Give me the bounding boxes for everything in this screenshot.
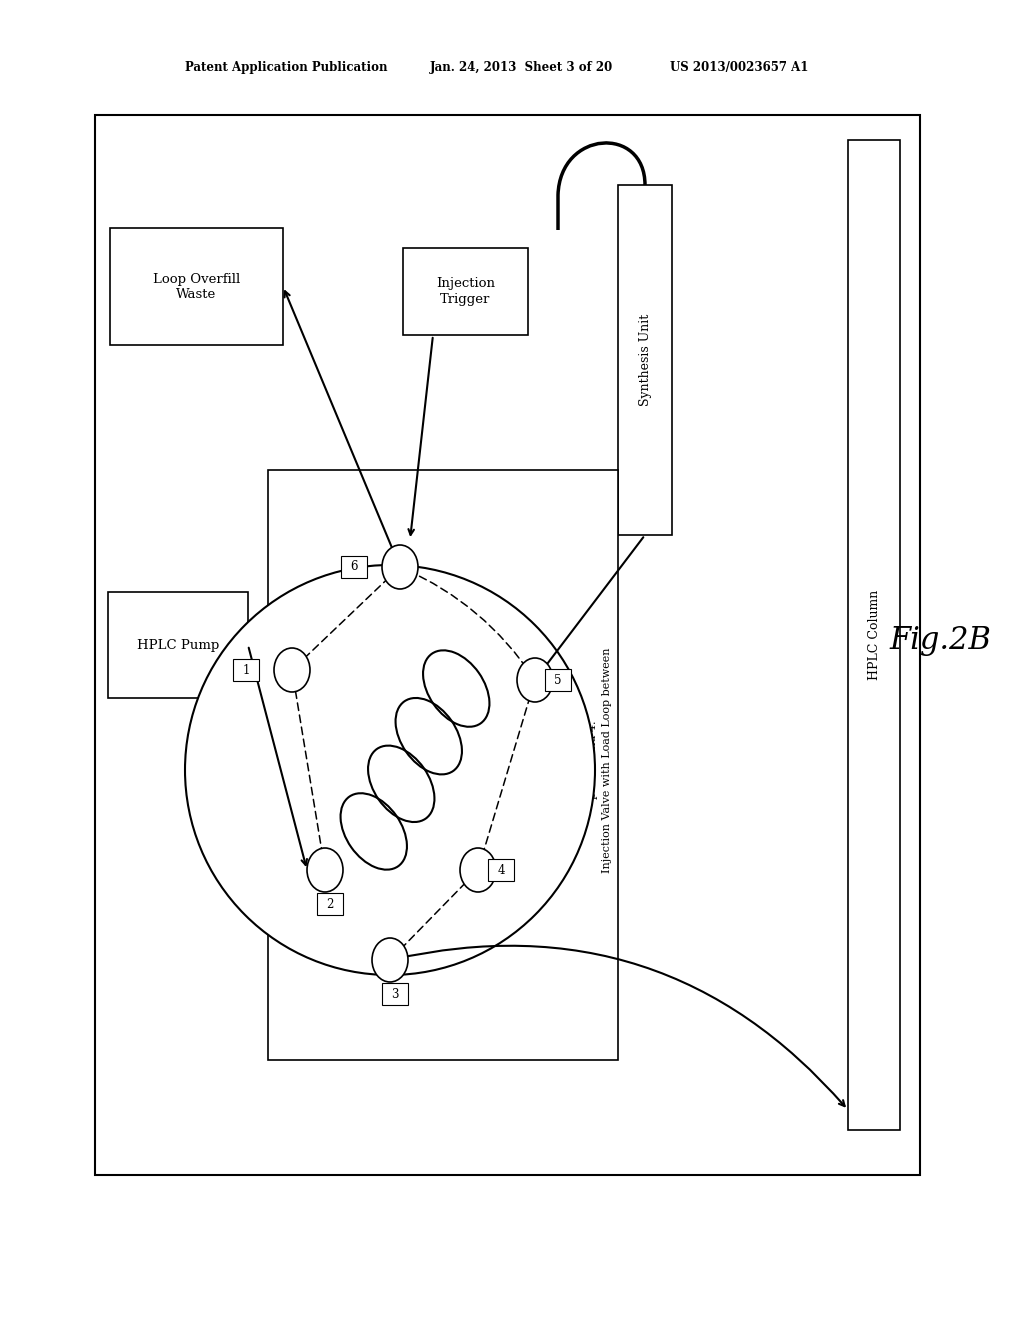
FancyBboxPatch shape xyxy=(488,859,514,880)
Text: 3: 3 xyxy=(391,987,398,1001)
Text: Fig.2B: Fig.2B xyxy=(889,624,991,656)
Text: ports 1 and 4.: ports 1 and 4. xyxy=(588,721,598,799)
Text: HPLC Pump: HPLC Pump xyxy=(137,639,219,652)
Text: Synthesis Unit: Synthesis Unit xyxy=(639,314,651,407)
Text: Injection
Trigger: Injection Trigger xyxy=(436,277,495,305)
Text: Loop Overfill
Waste: Loop Overfill Waste xyxy=(153,272,240,301)
Ellipse shape xyxy=(372,939,408,982)
Text: 1: 1 xyxy=(243,664,250,676)
Bar xyxy=(95,115,920,1175)
Bar xyxy=(110,228,283,345)
Text: US 2013/0023657 A1: US 2013/0023657 A1 xyxy=(670,62,808,74)
Text: Patent Application Publication: Patent Application Publication xyxy=(185,62,387,74)
Ellipse shape xyxy=(517,657,553,702)
Ellipse shape xyxy=(382,545,418,589)
FancyBboxPatch shape xyxy=(317,894,343,915)
Ellipse shape xyxy=(307,847,343,892)
Text: Jan. 24, 2013  Sheet 3 of 20: Jan. 24, 2013 Sheet 3 of 20 xyxy=(430,62,613,74)
Bar xyxy=(268,470,618,1060)
FancyBboxPatch shape xyxy=(233,659,259,681)
Circle shape xyxy=(185,565,595,975)
Text: 5: 5 xyxy=(554,673,562,686)
Bar xyxy=(403,248,528,335)
FancyBboxPatch shape xyxy=(545,669,571,690)
Bar xyxy=(108,591,248,698)
Text: 6: 6 xyxy=(350,561,357,573)
Text: HPLC Column: HPLC Column xyxy=(867,590,881,680)
Ellipse shape xyxy=(460,847,496,892)
Text: 2: 2 xyxy=(327,898,334,911)
Text: 4: 4 xyxy=(498,863,505,876)
FancyBboxPatch shape xyxy=(341,556,367,578)
FancyBboxPatch shape xyxy=(382,983,408,1005)
Ellipse shape xyxy=(274,648,310,692)
Bar xyxy=(618,185,672,535)
Text: Injection Valve with Load Loop between: Injection Valve with Load Loop between xyxy=(602,647,612,873)
Bar xyxy=(848,140,900,1130)
